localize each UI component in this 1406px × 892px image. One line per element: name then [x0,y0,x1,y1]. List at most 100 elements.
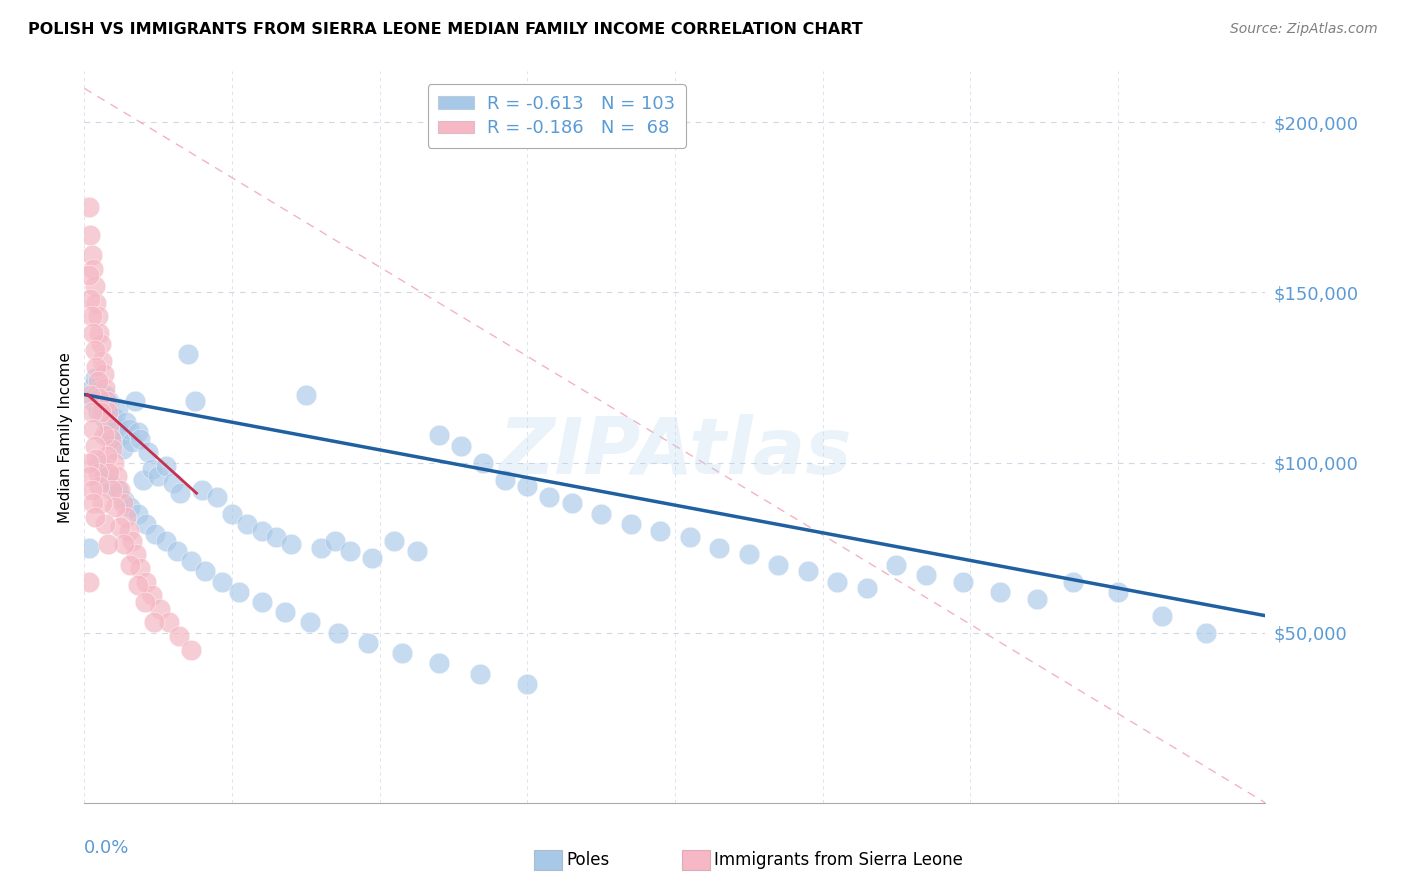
Point [427,657,450,671]
Point [90,404,112,418]
Point [121,435,143,450]
Point [94,516,117,531]
Point [91,353,114,368]
Point [180,554,202,568]
Point [94,387,117,401]
Text: Poles: Poles [567,851,610,869]
Point [104,411,127,425]
Y-axis label: Median Family Income: Median Family Income [58,351,73,523]
Point [135,574,157,589]
Point [111,442,134,456]
Point [87,391,111,405]
Point [309,541,332,555]
Point [110,428,132,442]
Point [516,677,538,691]
Point [738,548,761,562]
Point [91,401,114,416]
Point [90,336,112,351]
Point [105,469,128,483]
Point [120,558,142,572]
Point [132,473,155,487]
Point [796,565,818,579]
Point [952,574,974,589]
Point [107,483,129,497]
Point [250,595,273,609]
Point [82,261,104,276]
Point [112,493,135,508]
Point [134,595,156,609]
Point [83,510,105,524]
Point [77,541,100,555]
Point [827,574,849,589]
Point [516,479,538,493]
Point [538,490,561,504]
Point [83,278,105,293]
Point [1025,591,1047,606]
Point [450,439,472,453]
Point [129,432,152,446]
Point [120,500,142,514]
Point [84,295,107,310]
Point [84,360,107,375]
Point [84,391,107,405]
Point [124,394,146,409]
Point [101,479,124,493]
Text: ZIPAtlas: ZIPAtlas [498,414,852,490]
Point [83,439,105,453]
Point [1195,625,1218,640]
Point [121,533,143,548]
Point [97,537,120,551]
Point [391,646,413,660]
Point [118,421,141,435]
Point [211,574,233,589]
Point [80,248,103,262]
Point [104,500,127,514]
Point [97,428,120,442]
Legend: R = -0.613   N = 103, R = -0.186   N =  68: R = -0.613 N = 103, R = -0.186 N = 68 [427,84,686,148]
Point [77,201,100,215]
Point [361,550,384,565]
Point [678,531,700,545]
Point [82,421,104,435]
Point [84,387,107,401]
Point [855,582,877,596]
Point [114,510,136,524]
Point [107,401,129,416]
Point [82,394,104,409]
Point [84,452,107,467]
Point [235,516,259,531]
Point [250,524,273,538]
Point [149,602,172,616]
Point [162,475,184,490]
Point [264,531,288,545]
Point [93,367,115,381]
Point [191,483,214,497]
Point [108,520,131,534]
Point [96,394,118,409]
Point [90,398,112,412]
Point [886,558,908,572]
Point [299,615,322,630]
Point [169,486,191,500]
Point [914,567,936,582]
Point [357,636,380,650]
Point [114,415,136,429]
Point [382,533,406,548]
Point [591,507,613,521]
Text: 0.0%: 0.0% [84,839,129,857]
Point [143,527,166,541]
Point [148,469,170,483]
Point [205,490,228,504]
Point [97,473,120,487]
Point [80,381,103,395]
Point [166,544,188,558]
Point [87,456,111,470]
Point [1063,574,1085,589]
Point [180,642,202,657]
Point [108,483,131,497]
Point [127,578,149,592]
Point [87,479,111,493]
Point [105,418,128,433]
Point [82,496,104,510]
Point [80,483,103,497]
